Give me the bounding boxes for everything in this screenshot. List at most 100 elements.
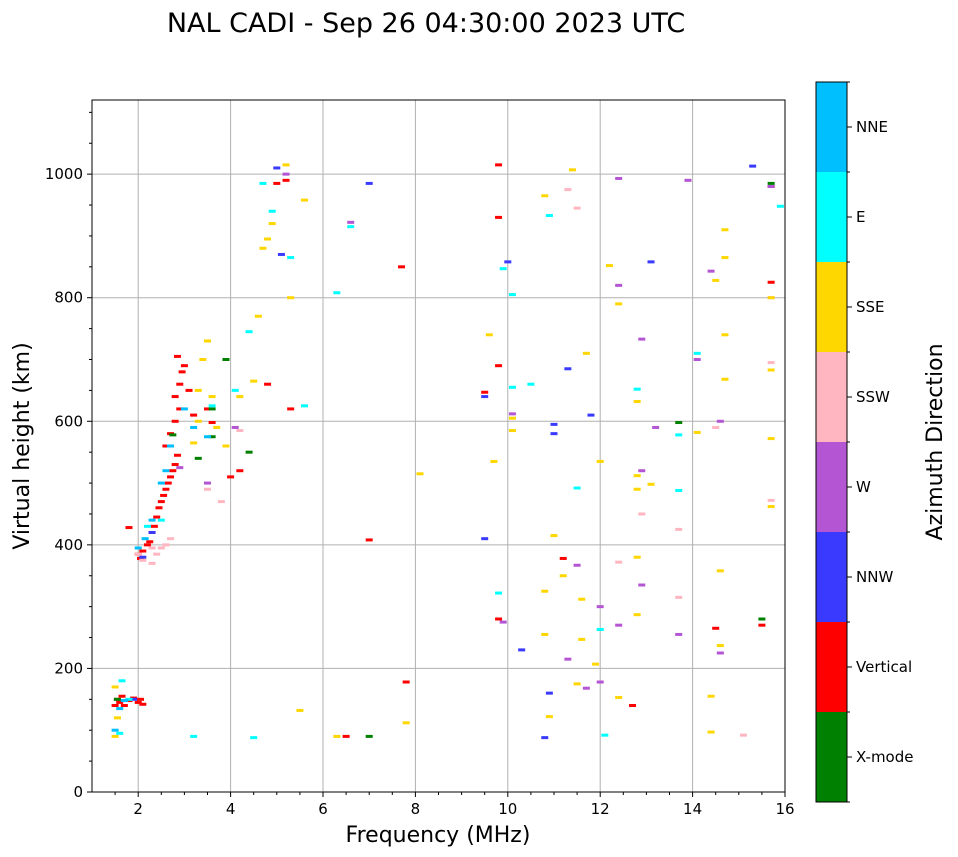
data-point-sse [268, 222, 276, 226]
data-point-vertical [495, 163, 503, 167]
data-point-vertical [282, 178, 290, 182]
data-point-x-mode [767, 181, 775, 185]
colorbar-label: Azimuth Direction [923, 343, 948, 540]
x-axis-label: Frequency (MHz) [346, 823, 531, 848]
data-point-sse [301, 198, 309, 202]
data-point-vertical [134, 700, 142, 704]
data-point-vertical [116, 700, 124, 704]
data-point-sse [194, 419, 202, 423]
colorbar-tick-label: Vertical [856, 658, 912, 676]
data-point-sse [402, 721, 410, 725]
data-point-sse [550, 534, 558, 538]
data-point-vertical [185, 388, 193, 392]
y-axis-label: Virtual height (km) [10, 342, 35, 549]
data-point-sse [208, 395, 216, 399]
data-point-vertical [273, 181, 281, 185]
plot-frame [91, 99, 786, 793]
data-point-sse [485, 333, 493, 337]
colorbar: X-mode Vertical NNW W SSW SSE E NNE [815, 81, 913, 803]
y-tick-label: 600 [54, 412, 83, 430]
data-point-ssw [162, 543, 170, 547]
data-point-w [596, 680, 604, 684]
data-point-nnw [481, 395, 489, 399]
data-point-e [508, 385, 516, 389]
data-point-vertical [190, 413, 198, 417]
data-point-vertical [178, 370, 186, 374]
colorbar-segment [816, 82, 847, 172]
x-tick-label: 14 [683, 800, 702, 818]
data-point-vertical [153, 515, 161, 519]
data-point-nnw [139, 555, 147, 559]
data-point-vertical [171, 419, 179, 423]
data-point-vertical [162, 444, 170, 448]
data-point-nne [111, 728, 119, 732]
x-tick-label: 4 [226, 800, 236, 818]
data-point-sse [721, 256, 729, 260]
data-point-w [707, 269, 715, 273]
data-point-vertical [171, 463, 179, 467]
data-point-sse [490, 459, 498, 463]
data-point-vertical [150, 524, 158, 528]
data-point-sse [605, 264, 613, 268]
data-point-e [675, 433, 683, 437]
data-point-e [208, 404, 216, 408]
colorbar-segment [816, 712, 847, 802]
data-point-vertical [402, 680, 410, 684]
data-point-sse [111, 685, 119, 689]
data-point-ssw [148, 546, 156, 550]
data-point-w [638, 469, 646, 473]
data-point-sse [264, 237, 272, 241]
data-point-ssw [153, 552, 161, 556]
data-point-sse [767, 505, 775, 509]
data-point-sse [213, 425, 221, 429]
data-point-vertical [137, 697, 145, 701]
data-points [111, 163, 784, 740]
data-point-x-mode [208, 407, 216, 411]
data-point-nnw [749, 164, 757, 168]
data-point-ssw [204, 487, 211, 491]
data-point-sse [559, 574, 567, 578]
data-point-w [615, 176, 623, 180]
data-point-nnw [550, 432, 558, 436]
data-point-vertical [173, 354, 181, 358]
colorbar-frame [815, 81, 848, 803]
data-point-ssw [139, 558, 147, 562]
data-point-e [573, 486, 581, 490]
data-point-w [499, 620, 507, 624]
data-point-w [573, 563, 581, 567]
data-point-e [693, 351, 701, 355]
data-point-nnw [587, 413, 595, 417]
data-point-nne [116, 707, 124, 711]
data-point-sse [633, 400, 641, 404]
data-point-w [231, 425, 239, 429]
data-point-e [245, 330, 253, 334]
data-point-w [716, 419, 724, 423]
data-point-nnw [504, 260, 512, 264]
data-point-w [596, 605, 604, 609]
data-point-e [601, 733, 609, 737]
data-point-nnw [130, 697, 138, 701]
data-point-vertical [111, 704, 119, 707]
data-point-nnw [148, 531, 156, 534]
data-point-sse [254, 314, 262, 318]
x-tick-label: 8 [411, 800, 421, 818]
data-point-e [333, 291, 341, 295]
data-point-w [767, 185, 775, 188]
data-point-sse [545, 715, 553, 719]
data-point-nne [204, 435, 211, 439]
data-point-vertical [712, 626, 720, 630]
data-point-vertical [398, 265, 406, 269]
data-point-x-mode [194, 456, 202, 460]
colorbar-tick-label: W [856, 478, 871, 496]
data-point-sse [633, 613, 641, 617]
data-point-sse [541, 632, 549, 636]
data-point-ssw [767, 498, 775, 502]
data-point-vertical [495, 215, 503, 219]
data-point-nnw [518, 648, 526, 652]
data-point-sse [508, 429, 516, 433]
data-point-nnw [647, 260, 655, 264]
data-point-sse [716, 644, 724, 648]
data-point-nnw [564, 367, 572, 371]
data-point-w [638, 337, 646, 341]
